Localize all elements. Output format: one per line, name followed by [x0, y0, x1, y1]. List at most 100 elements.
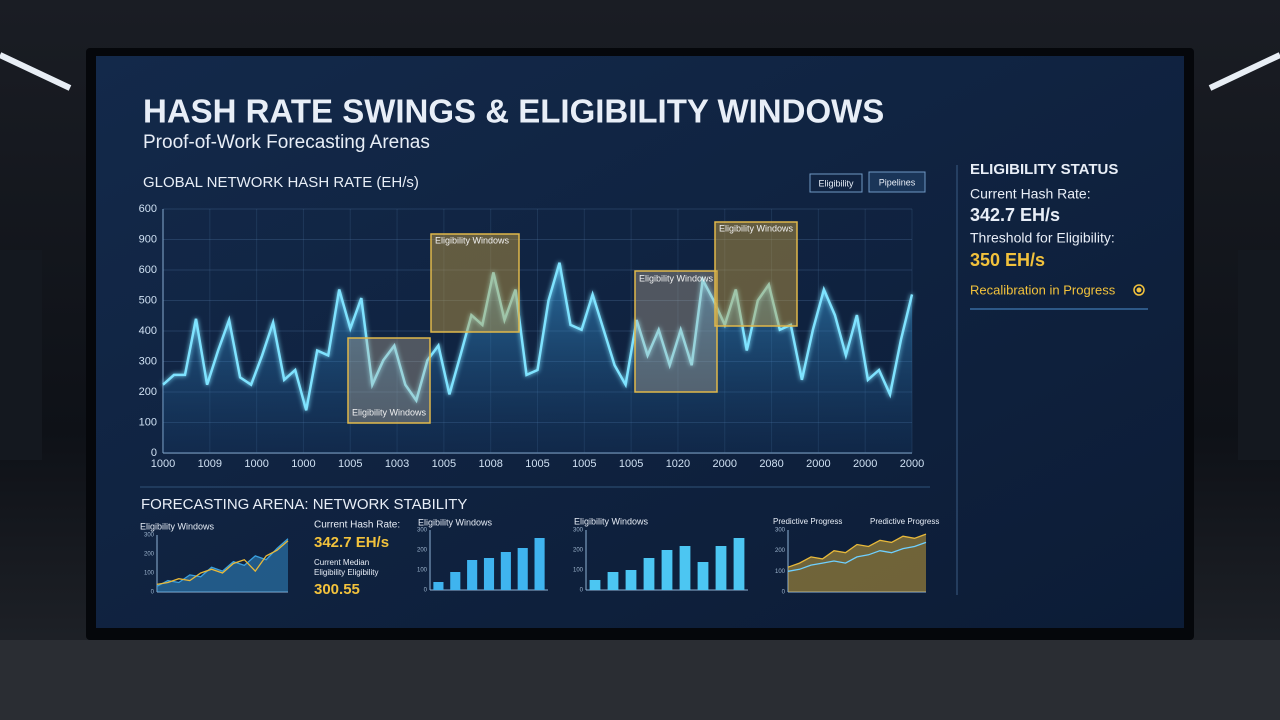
- area: [788, 534, 926, 592]
- eligibility-windows: Eligibility Windows Eligibility Windows …: [347, 221, 798, 424]
- bar: [715, 546, 727, 590]
- bar: [607, 572, 619, 590]
- y-tick-label: 300: [417, 528, 428, 534]
- status-label: Threshold for Eligibility:: [970, 230, 1115, 246]
- floor: [0, 640, 1280, 720]
- stat-value: 300.55: [314, 581, 360, 598]
- y-tick-label: 300: [139, 355, 157, 367]
- status-title: ELIGIBILITY STATUS: [970, 161, 1118, 178]
- bar: [450, 572, 461, 590]
- y-tick-label: 200: [417, 548, 428, 554]
- x-tick-label: 1005: [619, 458, 643, 470]
- mini-chart: 0 100 200 300: [573, 528, 748, 594]
- x-tick-label: 2080: [759, 458, 783, 470]
- chart-title: GLOBAL NETWORK HASH RATE (EH/s): [143, 174, 419, 191]
- bar: [534, 538, 545, 590]
- window-box: [714, 221, 798, 327]
- bar: [433, 582, 444, 590]
- bar: [517, 548, 528, 590]
- window-label: Eligibility Windows: [352, 407, 427, 417]
- window-box: [347, 337, 431, 424]
- y-tick-label: 0: [782, 590, 786, 596]
- y-tick-label: 100: [144, 571, 155, 577]
- bar: [733, 538, 745, 590]
- y-tick-label: 600: [139, 264, 157, 276]
- status-value: 342.7 EH/s: [970, 205, 1060, 225]
- stat-label: Current Median: [314, 558, 369, 567]
- stat-label: Current Hash Rate:: [314, 520, 400, 531]
- y-tick-label: 100: [139, 416, 157, 428]
- y-tick-label: 200: [573, 548, 584, 554]
- x-tick-label: 1005: [572, 458, 596, 470]
- y-tick-label: 200: [775, 548, 786, 554]
- window-label: Eligibility Windows: [719, 223, 794, 233]
- bar: [679, 546, 691, 590]
- bar: [483, 558, 495, 590]
- line: [156, 538, 289, 587]
- stat-value: 342.7 EH/s: [314, 534, 389, 551]
- status-indicator: [1133, 284, 1145, 296]
- x-tick-label: 1008: [478, 458, 502, 470]
- x-tick-label: 1000: [151, 458, 175, 470]
- ceiling-light: [0, 52, 72, 91]
- y-tick-label: 300: [144, 533, 155, 539]
- line: [787, 533, 927, 568]
- y-tick-label: 300: [775, 528, 786, 534]
- x-tick-label: 2000: [900, 458, 924, 470]
- y-tick-label: 900: [139, 233, 157, 245]
- y-tick-label: 500: [139, 294, 157, 306]
- x-tick-label: 1005: [525, 458, 549, 470]
- status-threshold: 350 EH/s: [970, 250, 1045, 270]
- mini-title: Predictive Progress: [870, 517, 939, 526]
- title: HASH RATE SWINGS & ELIGIBILITY WINDOWS: [143, 93, 884, 130]
- area: [163, 262, 912, 453]
- mini-title: Eligibility Windows: [418, 517, 493, 527]
- window-label: Eligibility Windows: [435, 235, 510, 245]
- subtitle: Proof-of-Work Forecasting Arenas: [143, 132, 430, 153]
- y-tick-label: 0: [424, 588, 428, 594]
- y-tick-label: 300: [573, 528, 584, 534]
- bar: [625, 570, 637, 590]
- window-label: Eligibility Windows: [639, 273, 714, 283]
- y-tick-label: 0: [151, 590, 155, 596]
- window-box: [634, 270, 718, 393]
- y-tick-label: 100: [573, 568, 584, 574]
- x-tick-label: 1009: [198, 458, 222, 470]
- legend-button[interactable]: [868, 171, 926, 193]
- window-box: [430, 233, 520, 333]
- x-tick-label: 1000: [291, 458, 315, 470]
- legend-button-label: Pipelines: [879, 177, 916, 187]
- y-tick-label: 200: [139, 386, 157, 398]
- legend-button[interactable]: [809, 173, 863, 193]
- bar: [589, 580, 601, 590]
- x-tick-label: 2000: [713, 458, 737, 470]
- mini-chart: 0 100 200 300: [417, 528, 548, 594]
- hash-rate-chart: 0 100 200 300 400 500 600 900 600 1000 1009 1000 100…: [139, 203, 925, 470]
- mini-title: Predictive Progress: [773, 517, 842, 526]
- mini-title: Eligibility Windows: [140, 521, 215, 531]
- x-tick-label: 2000: [853, 458, 877, 470]
- y-tick-label: 0: [151, 447, 157, 459]
- y-tick-label: 0: [580, 588, 584, 594]
- status-indicator: [1136, 287, 1142, 293]
- status-state: Recalibration in Progress: [970, 282, 1116, 297]
- ceiling-light: [1208, 52, 1280, 91]
- y-tick-label: 100: [417, 568, 428, 574]
- x-tick-label: 1020: [666, 458, 690, 470]
- x-tick-label: 1000: [244, 458, 268, 470]
- bar: [467, 560, 478, 590]
- y-tick-label: 100: [775, 569, 786, 575]
- bar: [500, 552, 511, 590]
- mini-title: Eligibility Windows: [574, 516, 649, 526]
- x-tick-label: 2000: [806, 458, 830, 470]
- x-tick-label: 1003: [385, 458, 409, 470]
- mini-chart: 0 100 200 300: [775, 528, 927, 596]
- bar: [661, 550, 673, 590]
- status-label: Current Hash Rate:: [970, 186, 1091, 202]
- legend-button-label: Eligibility: [818, 178, 854, 188]
- x-tick-label: 1005: [338, 458, 362, 470]
- x-tick-label: 1005: [432, 458, 456, 470]
- line: [787, 541, 927, 572]
